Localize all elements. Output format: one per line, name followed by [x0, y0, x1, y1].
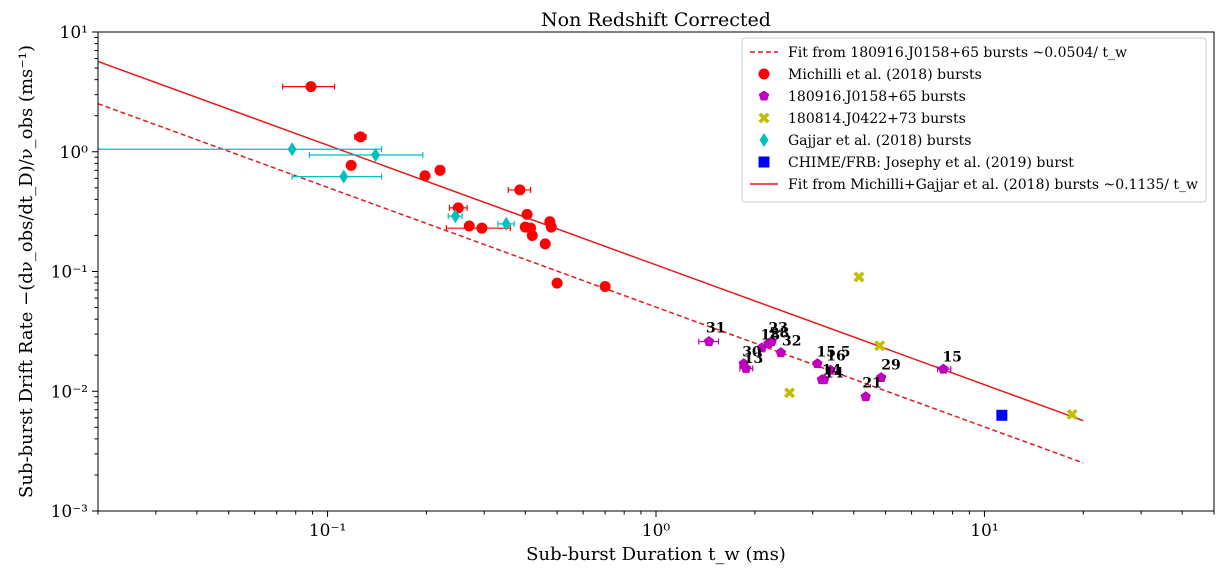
legend-box: [741, 37, 1207, 203]
data-point: [812, 358, 823, 369]
data-point: [545, 221, 557, 233]
burst-annotation: 15: [942, 349, 961, 365]
data-point: [740, 362, 752, 373]
chart-title: Non Redshift Corrected: [541, 9, 771, 31]
fit-line-solid: [98, 60, 1084, 422]
data-point: [860, 391, 871, 402]
data-point: [825, 364, 836, 375]
x-tick-label: 10⁰: [642, 521, 671, 541]
y-tick-label: 10⁰: [60, 143, 89, 163]
data-point: [339, 169, 349, 184]
data-point: [703, 336, 715, 347]
legend-marker: [758, 90, 770, 101]
burst-annotation: 13: [744, 351, 763, 367]
fit-line-dashed: [98, 102, 1084, 464]
burst-annotation: 31: [706, 320, 725, 336]
legend-marker: [758, 68, 770, 80]
series-diamond: [98, 142, 515, 231]
data-point: [996, 409, 1008, 421]
burst-annotation: 21: [862, 376, 881, 392]
data-point: [521, 208, 533, 220]
legend-label: Gajjar et al. (2018) bursts: [788, 133, 971, 149]
axes: 10⁻¹ 10⁰ 10¹ 10⁻³ 10⁻² 10⁻¹ 10⁰ 10¹ Sub-burst Du…: [16, 23, 1215, 565]
burst-annotation: 29: [881, 357, 900, 373]
legend-label: 180814.J0422+73 bursts: [788, 111, 966, 127]
data-point: [938, 363, 949, 374]
data-point: [784, 387, 795, 399]
legend-label: Michilli et al. (2018) bursts: [788, 67, 982, 83]
legend-label: Fit from 180916.J0158+65 bursts ~0.0504/…: [788, 45, 1127, 61]
data-point: [818, 374, 830, 385]
legend: Fit from 180916.J0158+65 bursts ~0.0504/…: [741, 37, 1207, 203]
legend-label: 180916.J0158+65 bursts: [788, 89, 966, 105]
burst-annotation: 14: [822, 362, 842, 378]
data-point: [345, 159, 357, 171]
legend-marker: [758, 156, 770, 168]
burst-annotation: 16: [826, 349, 845, 365]
data-point: [305, 81, 317, 93]
data-point: [874, 340, 886, 352]
burst-annotation: 15.5: [816, 345, 850, 361]
data-point: [775, 347, 787, 358]
y-tick-label: 10⁻³: [51, 502, 88, 522]
data-point: [463, 220, 475, 232]
data-point: [875, 372, 887, 383]
data-point: [476, 222, 488, 234]
series-pentagon: [698, 336, 952, 402]
burst-annotation: 28: [770, 326, 789, 342]
burst-annotation: 18: [760, 328, 779, 344]
data-point: [853, 271, 865, 283]
data-point: [1066, 408, 1078, 420]
data-point: [766, 336, 777, 347]
data-point: [551, 277, 563, 289]
data-point: [514, 184, 526, 196]
data-point: [434, 164, 446, 176]
x-axis-label: Sub-burst Duration t_w (ms): [526, 544, 786, 565]
data-point: [501, 216, 511, 231]
data-point: [539, 238, 551, 250]
data-point: [599, 280, 611, 292]
data-point: [526, 229, 538, 241]
legend-marker: [758, 112, 770, 124]
data-point: [355, 131, 367, 143]
y-tick-label: 10⁻¹: [51, 263, 88, 283]
series-x: [784, 271, 1078, 420]
burst-annotation: 32: [782, 334, 801, 350]
series-circle: [282, 81, 611, 292]
data-point: [419, 170, 431, 182]
burst-annotation: 30: [742, 345, 762, 361]
burst-annotation: 14: [824, 366, 844, 382]
data-point: [450, 209, 460, 224]
legend-marker: [759, 133, 769, 147]
series-square: [996, 409, 1008, 421]
data-point: [371, 147, 381, 162]
y-tick-label: 10¹: [60, 23, 88, 43]
x-tick-label: 10⁻¹: [309, 521, 346, 541]
data-point: [287, 142, 297, 157]
y-axis-label: Sub-burst Drift Rate −(dν_obs/dt_D)/ν_ob…: [16, 45, 37, 498]
legend-label: Fit from Michilli+Gajjar et al. (2018) b…: [788, 177, 1198, 193]
y-tick-label: 10⁻²: [51, 382, 88, 402]
burst-annotation: 23: [768, 320, 787, 336]
legend-label: CHIME/FRB: Josephy et al. (2019) burst: [788, 155, 1074, 171]
x-tick-label: 10¹: [970, 521, 998, 541]
